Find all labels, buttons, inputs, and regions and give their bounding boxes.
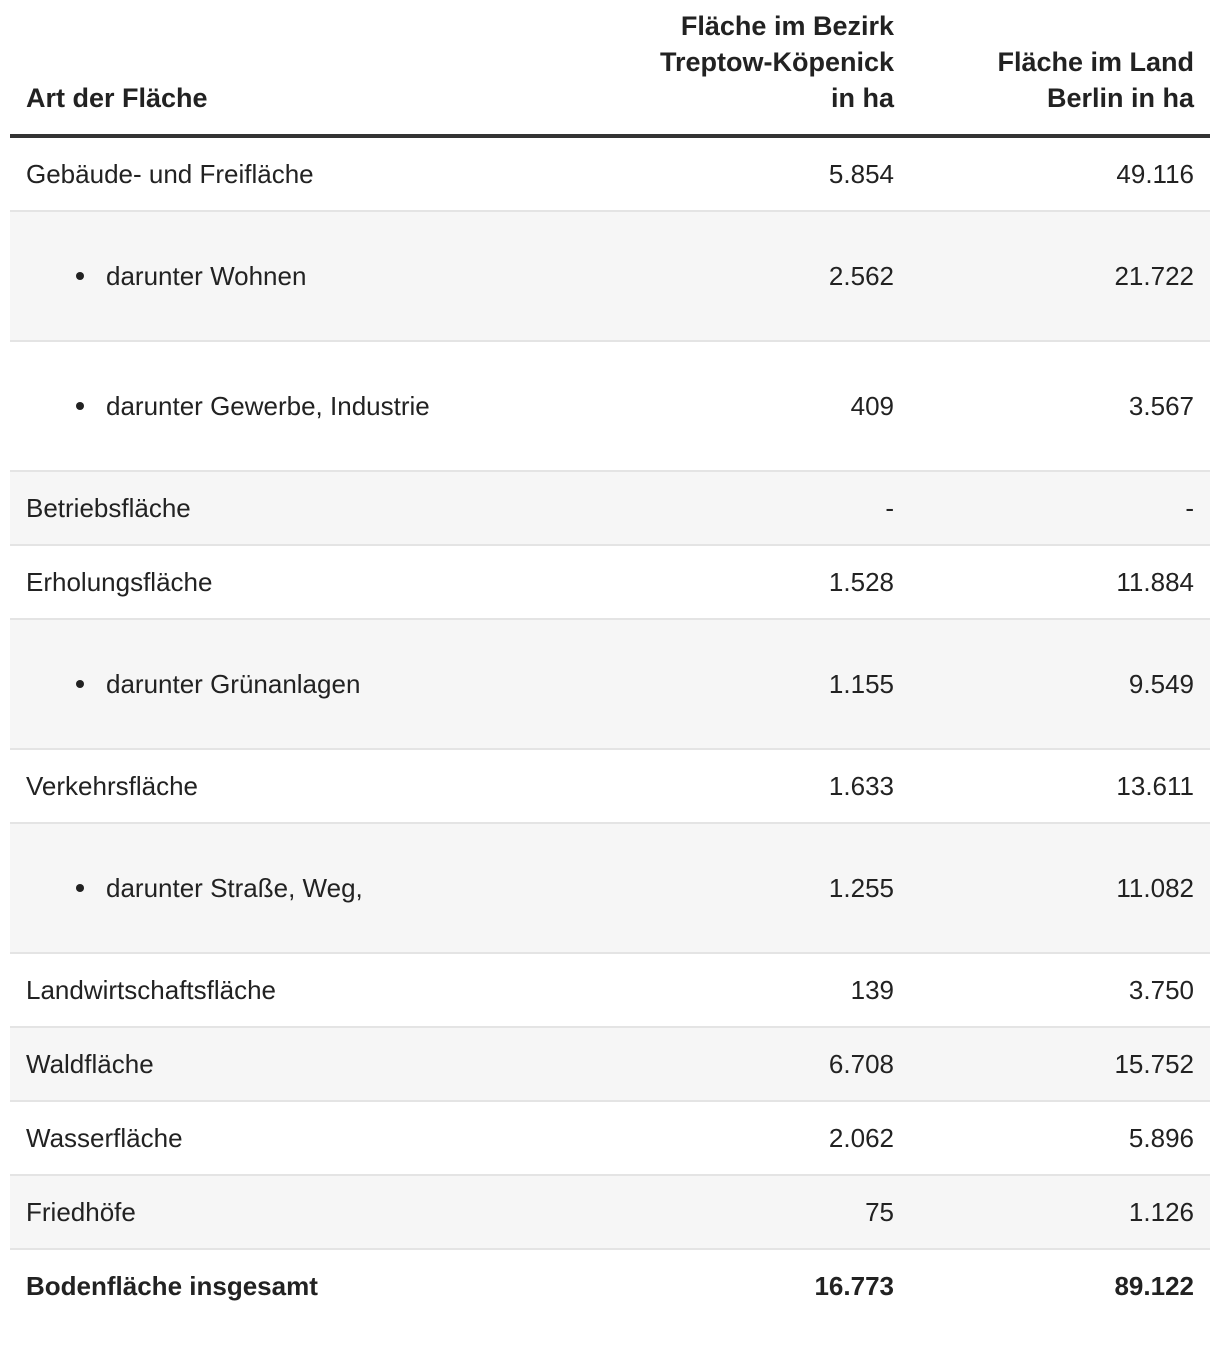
- row-land-value: 11.884: [910, 545, 1210, 620]
- table-row: Gebäude- und Freifläche 5.854 49.116: [10, 136, 1210, 212]
- row-land-value: 15.752: [910, 1027, 1210, 1102]
- header-art-der-flaeche: Art der Fläche: [10, 0, 610, 138]
- header-flaeche-land: Fläche im Land Berlin in ha: [910, 0, 1210, 138]
- row-land-value: 21.722: [910, 211, 1210, 342]
- header-land-line1: Fläche im Land: [997, 47, 1194, 77]
- table-row: Betriebsfläche - -: [10, 471, 1210, 546]
- row-label: darunter Grünanlagen: [106, 668, 361, 699]
- header-land-line2: Berlin in ha: [1046, 83, 1194, 113]
- land-use-table: Art der Fläche Fläche im Bezirk Treptow-K…: [10, 0, 1210, 1322]
- header-bezirk-line1: Fläche im Bezirk: [680, 11, 894, 41]
- row-land-value: 13.611: [910, 749, 1210, 824]
- row-bezirk-value: -: [610, 471, 910, 546]
- row-bezirk-value: 1.255: [610, 823, 910, 954]
- row-land-value: 11.082: [910, 823, 1210, 954]
- row-label: Erholungsfläche: [10, 545, 610, 620]
- row-bezirk-value: 409: [610, 341, 910, 472]
- row-label: Wasserfläche: [10, 1101, 610, 1176]
- row-bezirk-value: 75: [610, 1175, 910, 1250]
- bullet-icon: [76, 272, 84, 280]
- bullet-icon: [76, 402, 84, 410]
- total-label: Bodenfläche insgesamt: [26, 1270, 318, 1301]
- row-bezirk-value: 5.854: [610, 136, 910, 212]
- row-bezirk-value: 1.155: [610, 619, 910, 750]
- row-bezirk-value: 6.708: [610, 1027, 910, 1102]
- bullet-icon: [76, 884, 84, 892]
- row-land-value: -: [910, 471, 1210, 546]
- row-land-value: 3.567: [910, 341, 1210, 472]
- sub-item: darunter Wohnen: [26, 261, 594, 292]
- bullet-icon: [76, 680, 84, 688]
- table-row: darunter Straße, Weg, 1.255 11.082: [10, 823, 1210, 954]
- table-row: Verkehrsfläche 1.633 13.611: [10, 749, 1210, 824]
- total-land-value: 89.122: [1114, 1270, 1194, 1301]
- sub-item: darunter Grünanlagen: [26, 669, 594, 700]
- row-land-value: 49.116: [910, 136, 1210, 212]
- table-row: darunter Gewerbe, Industrie 409 3.567: [10, 341, 1210, 472]
- land-use-table-container: Art der Fläche Fläche im Bezirk Treptow-K…: [10, 0, 1210, 1322]
- table-row: Friedhöfe 75 1.126: [10, 1175, 1210, 1250]
- row-label: Friedhöfe: [10, 1175, 610, 1250]
- table-row: Waldfläche 6.708 15.752: [10, 1027, 1210, 1102]
- table-row: darunter Grünanlagen 1.155 9.549: [10, 619, 1210, 750]
- row-land-value: 3.750: [910, 953, 1210, 1028]
- table-row: Erholungsfläche 1.528 11.884: [10, 545, 1210, 620]
- sub-item: darunter Straße, Weg,: [26, 873, 594, 904]
- row-label: Betriebsfläche: [10, 471, 610, 546]
- total-row: Bodenfläche insgesamt 16.773 89.122: [10, 1249, 1210, 1322]
- header-bezirk-line3: in ha: [830, 83, 894, 113]
- row-label: darunter Straße, Weg,: [106, 872, 363, 903]
- row-bezirk-value: 1.528: [610, 545, 910, 620]
- row-label-cell: darunter Grünanlagen: [10, 619, 610, 750]
- header-bezirk-line2: Treptow-Köpenick: [659, 47, 894, 77]
- row-label: Verkehrsfläche: [10, 749, 610, 824]
- row-label-cell: darunter Gewerbe, Industrie: [10, 341, 610, 472]
- row-land-value: 1.126: [910, 1175, 1210, 1250]
- row-label: Landwirtschaftsfläche: [10, 953, 610, 1028]
- table-row: darunter Wohnen 2.562 21.722: [10, 211, 1210, 342]
- row-label: Waldfläche: [10, 1027, 610, 1102]
- total-bezirk-value: 16.773: [814, 1270, 894, 1301]
- row-label-cell: darunter Wohnen: [10, 211, 610, 342]
- row-label: darunter Wohnen: [106, 260, 307, 291]
- row-land-value: 9.549: [910, 619, 1210, 750]
- row-label-cell: darunter Straße, Weg,: [10, 823, 610, 954]
- row-bezirk-value: 2.062: [610, 1101, 910, 1176]
- row-land-value: 5.896: [910, 1101, 1210, 1176]
- sub-item: darunter Gewerbe, Industrie: [26, 391, 594, 422]
- row-label: darunter Gewerbe, Industrie: [106, 390, 430, 421]
- table-row: Wasserfläche 2.062 5.896: [10, 1101, 1210, 1176]
- row-label: Gebäude- und Freifläche: [10, 136, 610, 212]
- row-bezirk-value: 1.633: [610, 749, 910, 824]
- table-row: Landwirtschaftsfläche 139 3.750: [10, 953, 1210, 1028]
- table-header-row: Art der Fläche Fläche im Bezirk Treptow-K…: [10, 0, 1210, 138]
- header-flaeche-bezirk: Fläche im Bezirk Treptow-Köpenick in ha: [610, 0, 910, 138]
- row-bezirk-value: 139: [610, 953, 910, 1028]
- row-bezirk-value: 2.562: [610, 211, 910, 342]
